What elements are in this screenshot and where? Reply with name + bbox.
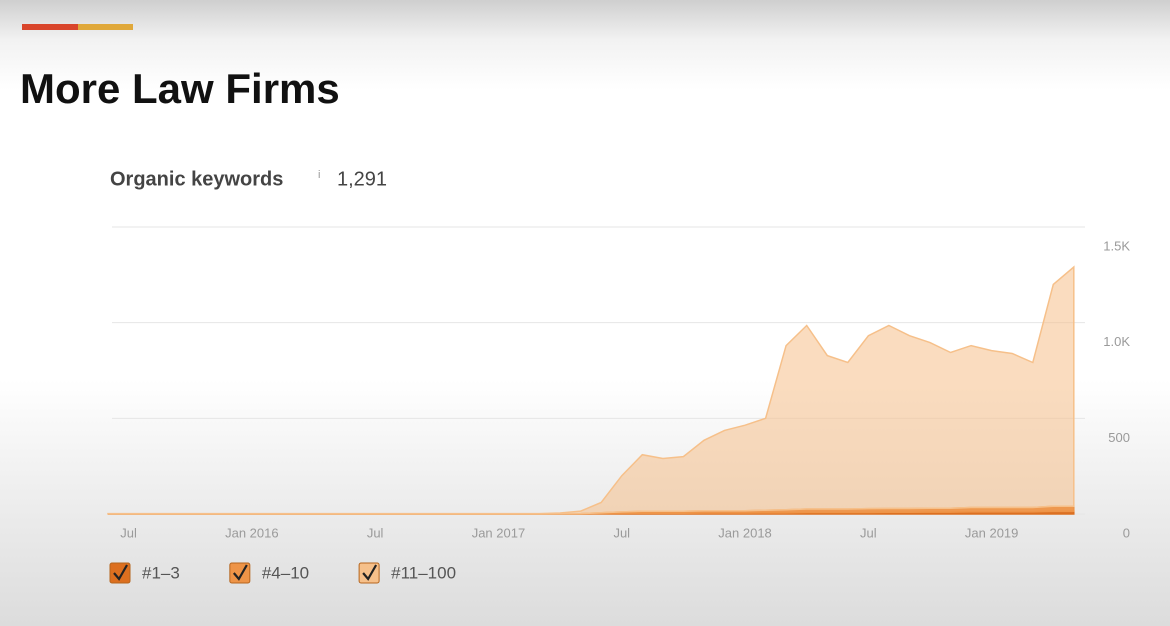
headline-value: 1,291 [337,168,387,190]
x-tick-label: Jul [367,525,384,540]
x-tick-label: Jan 2018 [718,525,772,540]
check-mark [232,564,248,581]
legend-label: #11–100 [391,563,456,582]
chart-title: Organic keywords [110,168,283,190]
x-tick-label: Jul [860,525,877,540]
y-tick-label: 1.0K [1103,334,1130,349]
x-tick-label: Jul [613,525,630,540]
y-tick-label: 1.5K [1103,238,1130,253]
x-tick-label: Jan 2019 [965,525,1019,540]
legend-item[interactable]: #11–100 [358,562,456,584]
plot: 0 500 1.0K 1.5K Jul Jan 2016 Jul Jan 2017 Jul Jan… [107,226,1130,540]
y-tick-label: 0 [1123,525,1130,540]
x-tick-label: Jan 2017 [472,525,526,540]
area [107,265,1075,515]
slide-title: More Law Firms [20,65,340,112]
legend-item[interactable]: #1–3 [109,562,180,584]
info-icon[interactable]: i [318,169,320,181]
legend-item[interactable]: #4–10 [229,562,309,584]
x-tick-label: Jan 2016 [225,525,279,540]
check-mark [113,564,128,581]
x-tick-label: Jul [120,525,137,540]
legend-label: #1–3 [142,563,180,582]
check-mark [362,564,378,581]
accent-bar [22,24,78,30]
legend-label: #4–10 [262,563,309,582]
accent-bar [78,24,133,30]
y-tick-label: 500 [1108,430,1130,445]
